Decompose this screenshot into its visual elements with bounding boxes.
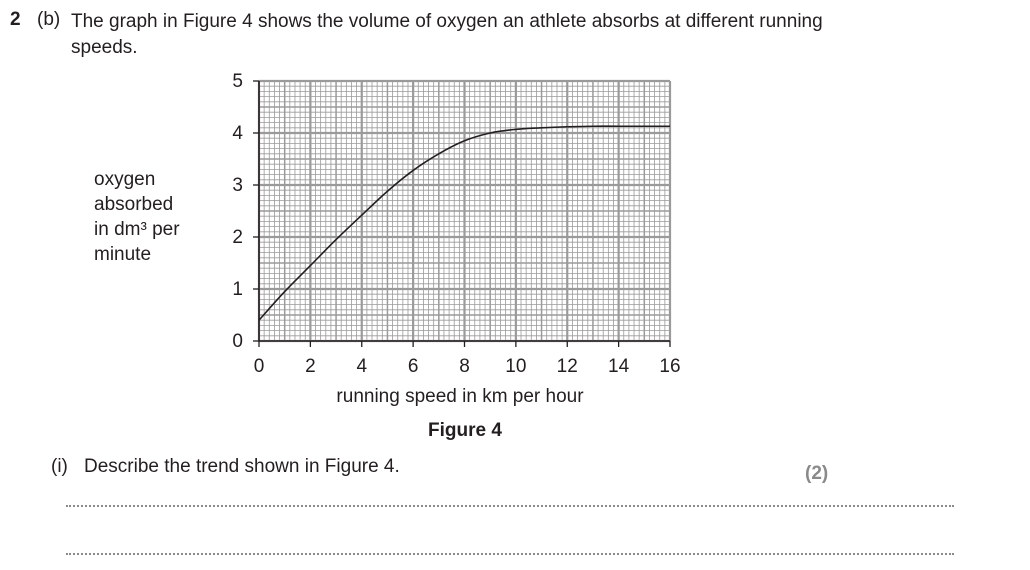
question-text: The graph in Figure 4 shows the volume o…	[71, 11, 823, 58]
chart-grid	[257, 79, 672, 343]
y-axis-label-line: oxygen	[94, 169, 156, 190]
x-tick-label: 12	[557, 356, 578, 377]
question-number: 2	[10, 9, 21, 30]
x-tick-label: 2	[305, 356, 316, 377]
sub-question-label: (i)	[51, 456, 68, 477]
y-tick-label: 2	[232, 227, 243, 248]
y-tick-label: 0	[232, 331, 243, 352]
x-tick-label: 8	[459, 356, 470, 377]
y-tick-label: 1	[232, 279, 243, 300]
sub-question-text: Describe the trend shown in Figure 4.	[84, 456, 400, 477]
y-axis-label-line: in dm³ per	[94, 219, 180, 240]
chart-series	[258, 125, 670, 321]
x-axis-label: running speed in km per hour	[336, 386, 584, 407]
answer-line[interactable]	[66, 553, 954, 555]
oxygen-curve-line	[258, 125, 670, 321]
figure-caption: Figure 4	[428, 420, 502, 441]
y-tick-label: 4	[232, 123, 243, 144]
x-tick-label: 10	[505, 356, 526, 377]
answer-line[interactable]	[66, 505, 954, 507]
x-tick-label: 6	[408, 356, 419, 377]
x-tick-label: 0	[254, 356, 265, 377]
x-tick-label: 14	[608, 356, 630, 377]
y-axis-label-line: absorbed	[94, 194, 174, 215]
marks-label: (2)	[805, 463, 829, 484]
x-tick-label: 16	[659, 356, 680, 377]
y-axis-label: oxygen absorbed in dm³ per minute	[94, 167, 224, 267]
question-part: (b)	[37, 9, 61, 30]
y-tick-label: 5	[232, 71, 243, 92]
y-tick-label: 3	[232, 175, 243, 196]
x-tick-label: 4	[356, 356, 367, 377]
y-axis-label-line: minute	[94, 244, 152, 265]
